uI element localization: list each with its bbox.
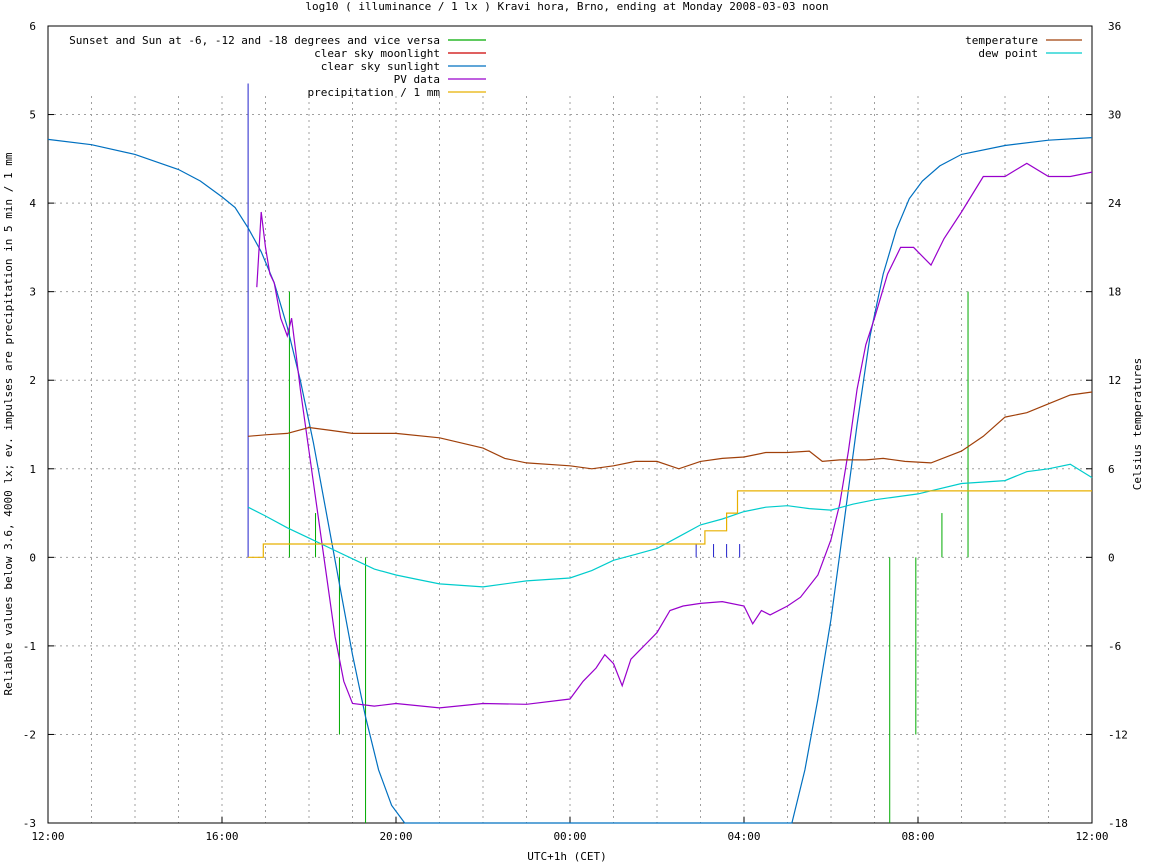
x-axis-label: UTC+1h (CET) — [527, 850, 606, 863]
grid — [48, 96, 1092, 823]
y2-tick-label: 24 — [1108, 197, 1122, 210]
y-tick-label: -2 — [23, 728, 36, 741]
x-axis: 12:00 16:00 20:00 00:00 04:00 08:00 12:00 — [31, 817, 1109, 843]
y2-tick-label: 6 — [1108, 463, 1115, 476]
legend-left: Sunset and Sun at -6, -12 and -18 degree… — [69, 34, 486, 99]
y-tick-label: 5 — [29, 109, 36, 122]
x-tick-label: 12:00 — [1075, 830, 1108, 843]
y-axis-right: -18 -12 -6 0 6 12 18 24 30 36 — [1086, 20, 1128, 830]
y2-tick-label: -12 — [1108, 728, 1128, 741]
legend-label: Sunset and Sun at -6, -12 and -18 degree… — [69, 34, 440, 47]
x-tick-label: 20:00 — [379, 830, 412, 843]
legend-label: temperature — [965, 34, 1038, 47]
x-tick-label: 04:00 — [727, 830, 760, 843]
series-precipitation-1-mm — [248, 490, 1092, 558]
series-dew-point — [247, 463, 1093, 588]
legend-label: clear sky sunlight — [321, 60, 440, 73]
y-tick-label: -1 — [23, 640, 36, 653]
y2-tick-label: 36 — [1108, 20, 1121, 33]
x-tick-label: 12:00 — [31, 830, 64, 843]
x-tick-label: 08:00 — [901, 830, 934, 843]
y2-tick-label: 18 — [1108, 286, 1121, 299]
y-tick-label: 1 — [29, 463, 36, 476]
series-temperature — [248, 391, 1093, 470]
y-axis-label: Reliable values below 3.6, 4000 lx; ev. … — [2, 152, 15, 695]
y-tick-label: 6 — [29, 20, 36, 33]
y2-tick-label: 12 — [1108, 374, 1121, 387]
series-clear-sky-sunlight — [47, 137, 1093, 824]
y-tick-label: 0 — [29, 551, 36, 564]
legend-label: precipitation / 1 mm — [308, 86, 441, 99]
series-pv-data — [256, 162, 1093, 709]
y-tick-label: -3 — [23, 817, 36, 830]
y2-tick-label: -18 — [1108, 817, 1128, 830]
legend-label: dew point — [978, 47, 1038, 60]
x-tick-label: 00:00 — [553, 830, 586, 843]
y2-tick-label: 30 — [1108, 109, 1121, 122]
legend-label: PV data — [394, 73, 440, 86]
y2-tick-label: 0 — [1108, 551, 1115, 564]
plot-area — [47, 83, 1093, 824]
x-tick-label: 16:00 — [205, 830, 238, 843]
y2-axis-label: Celsius temperatures — [1131, 358, 1144, 490]
y-axis-left: -3 -2 -1 0 1 2 3 4 5 6 — [23, 20, 54, 830]
y2-tick-label: -6 — [1108, 640, 1121, 653]
y-tick-label: 3 — [29, 286, 36, 299]
legend-label: clear sky moonlight — [314, 47, 440, 60]
y-tick-label: 2 — [29, 374, 36, 387]
y-tick-label: 4 — [29, 197, 36, 210]
chart-title: log10 ( illuminance / 1 lx ) Kravi hora,… — [305, 0, 828, 13]
